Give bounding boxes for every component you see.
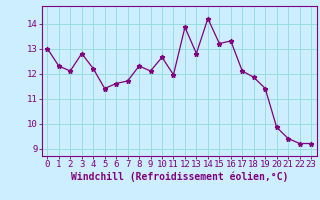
X-axis label: Windchill (Refroidissement éolien,°C): Windchill (Refroidissement éolien,°C) xyxy=(70,172,288,182)
